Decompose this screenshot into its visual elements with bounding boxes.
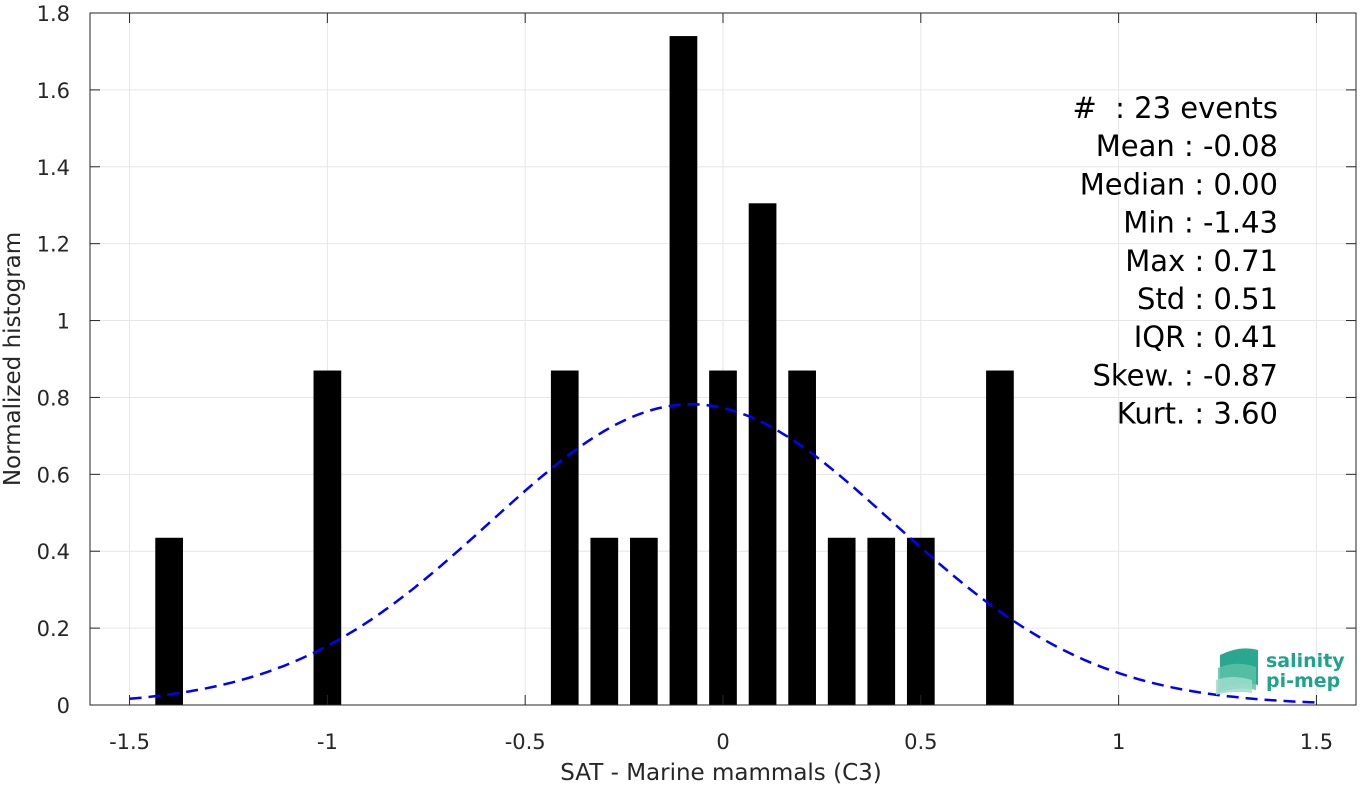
histogram-bar-8 [788,370,816,705]
fit-curve-line [129,403,1317,704]
y-tick-label-5: 1 [57,310,70,334]
statistics-annotations: # : 23 events Mean : -0.08 Median : 0.00 Mi… [1072,91,1278,431]
y-tick-label-4: 0.8 [37,386,70,410]
x-tick-label-4: 0.5 [904,730,937,754]
y-tick-label-1: 0.2 [37,617,70,641]
logo-text-line1: salinity [1266,650,1345,672]
histogram-bar-3 [590,537,619,705]
stat-line-0: # : 23 events [1072,91,1278,125]
y-tick-label-6: 1.2 [37,233,70,257]
stat-line-5: Std : 0.51 [1137,282,1278,316]
histogram-bar-1 [313,370,342,705]
histogram-bar-0 [155,537,183,705]
histogram-bar-5 [669,36,698,706]
x-tick-label-1: -1 [317,730,338,754]
histogram-bars [155,36,1014,706]
axes-frame [89,12,1357,706]
normal-fit-curve [129,403,1317,704]
histogram-bar-4 [630,537,658,705]
x-tick-label-0: -1.5 [109,730,150,754]
stat-line-6: IQR : 0.41 [1134,320,1278,354]
y-tick-label-7: 1.4 [37,156,70,180]
stat-line-3: Min : -1.43 [1123,206,1278,240]
histogram-bar-2 [550,370,579,705]
stat-line-8: Kurt. : 3.60 [1117,397,1278,431]
x-axis-label: SAT - Marine mammals (C3) [560,760,882,785]
y-axis-label: Normalized histogram [0,232,26,486]
stat-line-4: Max : 0.71 [1125,244,1278,278]
y-tick-label-9: 1.8 [37,2,70,26]
x-tick-label-6: 1.5 [1300,730,1333,754]
logo-wave-icon [1216,648,1258,695]
stat-line-7: Skew. : -0.87 [1092,358,1278,392]
histogram-bar-11 [906,537,935,705]
y-tick-label-0: 0 [57,694,70,718]
tick-labels: -1.5 -1 -0.5 0 0.5 1 1.5 0 0.2 0.4 0.6 0.8 1 1.2 1.4 1.… [37,2,1334,754]
histogram-bar-6 [709,370,737,705]
logo-text-line2: pi-mep [1266,670,1340,692]
x-tick-label-2: -0.5 [505,730,546,754]
histogram-bar-12 [986,370,1014,705]
y-tick-label-8: 1.6 [37,79,70,103]
histogram-bar-9 [827,537,856,705]
salinity-pi-mep-logo: salinity pi-mep [1216,648,1345,695]
histogram-bar-7 [748,203,777,706]
x-tick-label-3: 0 [716,730,729,754]
stat-line-1: Mean : -0.08 [1096,129,1278,163]
x-tick-label-5: 1 [1112,730,1125,754]
histogram-bar-10 [867,537,896,705]
stat-line-2: Median : 0.00 [1080,167,1278,201]
y-tick-label-2: 0.4 [37,540,70,564]
y-tick-label-3: 0.6 [37,463,70,487]
